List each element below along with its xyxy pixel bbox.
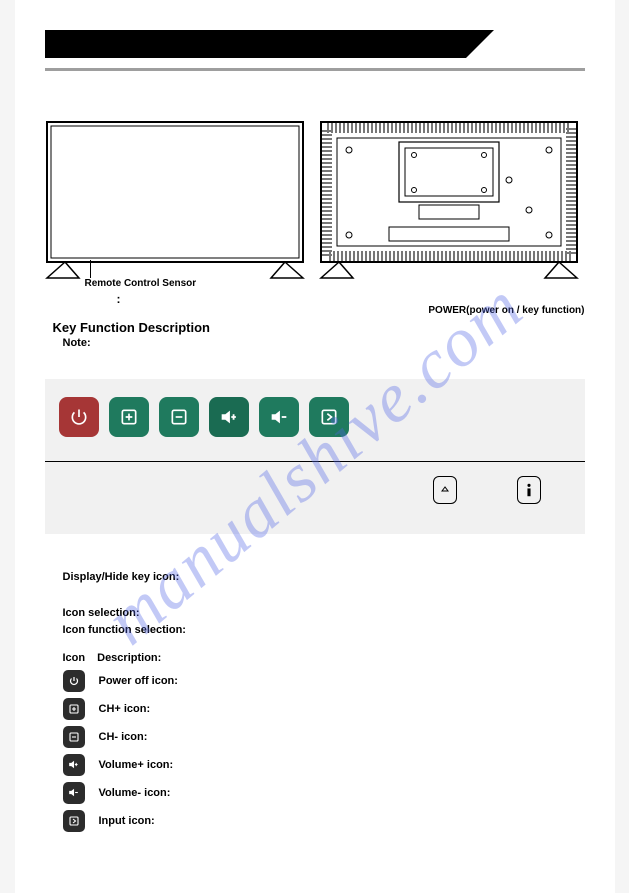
tv-back-diagram: POWER(power on / key function) <box>319 120 585 280</box>
display-hide-label: Display/Hide key icon: <box>63 569 615 587</box>
vol-plus-button[interactable] <box>209 397 249 437</box>
key-function-heading: Key Function Description <box>53 320 615 335</box>
tv-front-svg <box>45 120 305 280</box>
vol-minus-mini-icon <box>63 782 85 804</box>
icon-column-header: Icon <box>63 652 86 664</box>
up-arrow-outline-icon <box>433 476 457 504</box>
button-row <box>59 397 571 437</box>
ch-minus-button[interactable] <box>159 397 199 437</box>
power-label: POWER(power on / key function) <box>428 305 584 316</box>
power-mini-icon <box>63 670 85 692</box>
table-row: Volume+ icon: <box>63 754 615 776</box>
input-button[interactable] <box>309 397 349 437</box>
power-button[interactable] <box>59 397 99 437</box>
icon-description-table: Icon Description: Power off icon: CH+ ic… <box>63 652 615 832</box>
header-underline <box>45 68 585 71</box>
small-icon-row <box>59 476 571 504</box>
tv-front-diagram: Remote Control Sensor : <box>45 120 311 280</box>
tv-back-svg <box>319 120 579 280</box>
vol-minus-desc: Volume- icon: <box>99 787 171 799</box>
table-row: Power off icon: <box>63 670 615 692</box>
icon-function-selection-label: Icon function selection: <box>63 622 615 640</box>
power-icon <box>69 407 89 427</box>
input-mini-icon <box>63 810 85 832</box>
text-descriptions: Display/Hide key icon: Icon selection: I… <box>63 569 615 640</box>
ch-minus-icon <box>169 407 189 427</box>
vol-plus-icon <box>218 406 240 428</box>
button-panel <box>45 379 585 534</box>
header-bar <box>45 30 585 80</box>
vol-minus-button[interactable] <box>259 397 299 437</box>
info-outline-icon <box>517 476 541 504</box>
ch-plus-desc: CH+ icon: <box>99 703 151 715</box>
manual-page: Remote Control Sensor : <box>15 0 615 893</box>
input-icon <box>319 407 339 427</box>
ch-minus-mini-icon <box>63 726 85 748</box>
remote-sensor-label: Remote Control Sensor <box>85 278 197 289</box>
ch-plus-button[interactable] <box>109 397 149 437</box>
ch-minus-desc: CH- icon: <box>99 731 148 743</box>
vol-plus-mini-icon <box>63 754 85 776</box>
vol-plus-desc: Volume+ icon: <box>99 759 174 771</box>
table-row: CH- icon: <box>63 726 615 748</box>
vol-minus-icon <box>268 406 290 428</box>
table-row: CH+ icon: <box>63 698 615 720</box>
input-desc: Input icon: <box>99 815 155 827</box>
table-row: Input icon: <box>63 810 615 832</box>
ch-plus-mini-icon <box>63 698 85 720</box>
tv-diagrams: Remote Control Sensor : <box>45 120 585 280</box>
power-desc: Power off icon: <box>99 675 178 687</box>
header-black-bar <box>45 30 585 58</box>
icon-selection-label: Icon selection: <box>63 605 615 623</box>
ch-plus-icon <box>119 407 139 427</box>
table-row: Volume- icon: <box>63 782 615 804</box>
icon-table-header: Icon Description: <box>63 652 615 664</box>
note-heading: Note: <box>63 337 615 349</box>
description-column-header: Description: <box>97 652 161 664</box>
panel-separator <box>45 461 585 462</box>
